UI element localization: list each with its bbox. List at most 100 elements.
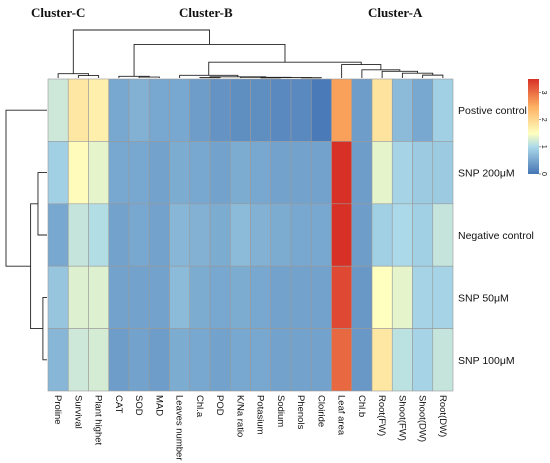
- column-labels: Proline Survival Plant highet CAT SOD MAD Leav…: [52, 395, 448, 460]
- heatmap-cell: [331, 78, 353, 142]
- row-label: Postive control: [458, 105, 527, 117]
- column-label: Leaf area: [336, 395, 347, 436]
- legend-tick-label: 2: [540, 118, 547, 122]
- heatmap-cell: [310, 328, 332, 392]
- heatmap-cell: [351, 328, 373, 392]
- heatmap-cell: [432, 141, 454, 205]
- heatmap-cell: [189, 141, 211, 205]
- heatmap-cell: [351, 141, 373, 205]
- heatmap-cell: [290, 265, 312, 329]
- heatmap-cell: [250, 265, 272, 329]
- heatmap-cell: [412, 78, 434, 142]
- column-dendrogram: [57, 29, 444, 79]
- heatmap-cell: [290, 141, 312, 205]
- heatmap-cell: [432, 78, 454, 142]
- heatmap-cell: [67, 328, 89, 392]
- dendrogram-branch: [208, 61, 362, 76]
- dendrogram-branch: [37, 172, 47, 236]
- heatmap-cell: [331, 141, 353, 205]
- dendrogram-branch: [30, 203, 43, 330]
- heatmap-cell: [128, 328, 150, 392]
- column-label: Root(FW): [376, 395, 387, 436]
- heatmap-cell: [371, 141, 393, 205]
- heatmap-cell: [148, 328, 170, 392]
- column-label: Phenols: [295, 395, 306, 430]
- dendrogram-branch: [341, 64, 382, 78]
- column-label: Leaves number: [174, 395, 185, 460]
- column-label: Sodium: [275, 395, 286, 427]
- column-label: POD: [214, 395, 225, 416]
- heatmap-cell: [128, 265, 150, 329]
- heatmap-cell: [47, 78, 69, 142]
- heatmap-cell: [88, 328, 110, 392]
- heatmap-cell: [310, 78, 332, 142]
- heatmap-cell: [351, 265, 373, 329]
- column-label: MAD: [153, 395, 164, 416]
- dendrogram-branch: [42, 296, 47, 361]
- heatmap-cell: [169, 203, 191, 267]
- heatmap-cell: [412, 328, 434, 392]
- heatmap-cell: [290, 328, 312, 392]
- heatmap-cell: [270, 78, 292, 142]
- row-label: SNP 100μM: [458, 355, 515, 367]
- heatmap-cell: [47, 328, 69, 392]
- heatmap-cell: [331, 203, 353, 267]
- row-labels: Postive control SNP 200μM Negative control…: [458, 105, 534, 367]
- column-label: Potasium: [255, 395, 266, 435]
- heatmap-cell: [229, 78, 251, 142]
- heatmap-cell: [88, 78, 110, 142]
- cluster-c-label: Cluster-C: [31, 5, 85, 20]
- legend-tick-label: 1: [540, 145, 547, 149]
- column-label: Plant highet: [93, 395, 104, 446]
- legend-tick-label: 0: [540, 172, 547, 176]
- column-label: Proline: [52, 395, 63, 425]
- heatmap-cell: [310, 203, 332, 267]
- heatmap-cell: [371, 203, 393, 267]
- heatmap-cell: [250, 78, 272, 142]
- heatmap-cell: [108, 328, 130, 392]
- heatmap-cell: [371, 265, 393, 329]
- column-label: Shoot(FW): [396, 395, 407, 441]
- dendrogram-branch: [401, 72, 434, 78]
- heatmap-cell: [47, 265, 69, 329]
- heatmap-cell: [371, 78, 393, 142]
- heatmap-cell: [88, 265, 110, 329]
- column-label: Shoot(DW): [417, 395, 428, 442]
- heatmap-cell: [169, 78, 191, 142]
- heatmap-cell: [148, 203, 170, 267]
- dendrogram-branch: [381, 70, 419, 78]
- heatmap-cell: [229, 265, 251, 329]
- heatmap-cell: [169, 265, 191, 329]
- heatmap-cell: [412, 141, 434, 205]
- heatmap-cell: [391, 203, 413, 267]
- heatmap-cell: [331, 265, 353, 329]
- heatmap-cell: [290, 78, 312, 142]
- heatmap-cell: [108, 141, 130, 205]
- column-label: Chl.a: [194, 395, 205, 418]
- dendrogram-branch: [138, 76, 160, 78]
- heatmap-cell: [189, 328, 211, 392]
- heatmap-cell: [47, 203, 69, 267]
- heatmap-cell: [250, 203, 272, 267]
- heatmap-cell: [88, 141, 110, 205]
- heatmap-cell: [351, 78, 373, 142]
- heatmap-cell: [351, 203, 373, 267]
- heatmap-cell: [148, 78, 170, 142]
- cluster-b-label: Cluster-B: [179, 5, 233, 20]
- dendrogram-branch: [133, 43, 286, 77]
- heatmap-cell: [67, 203, 89, 267]
- row-label: SNP 200μM: [458, 168, 515, 180]
- heatmap-cell: [371, 328, 393, 392]
- dendrogram-branch: [77, 75, 100, 78]
- column-label: Survival: [72, 395, 83, 429]
- legend-color-bar: [528, 79, 539, 174]
- cluster-a-label: Cluster-A: [368, 5, 423, 20]
- heatmap-cell: [331, 328, 353, 392]
- legend-tick-label: 3: [540, 91, 547, 95]
- heatmap-cell: [229, 203, 251, 267]
- heatmap-cell: [270, 265, 292, 329]
- column-label: CAT: [113, 395, 124, 413]
- heatmap-cell: [229, 328, 251, 392]
- heatmap-cell: [432, 328, 454, 392]
